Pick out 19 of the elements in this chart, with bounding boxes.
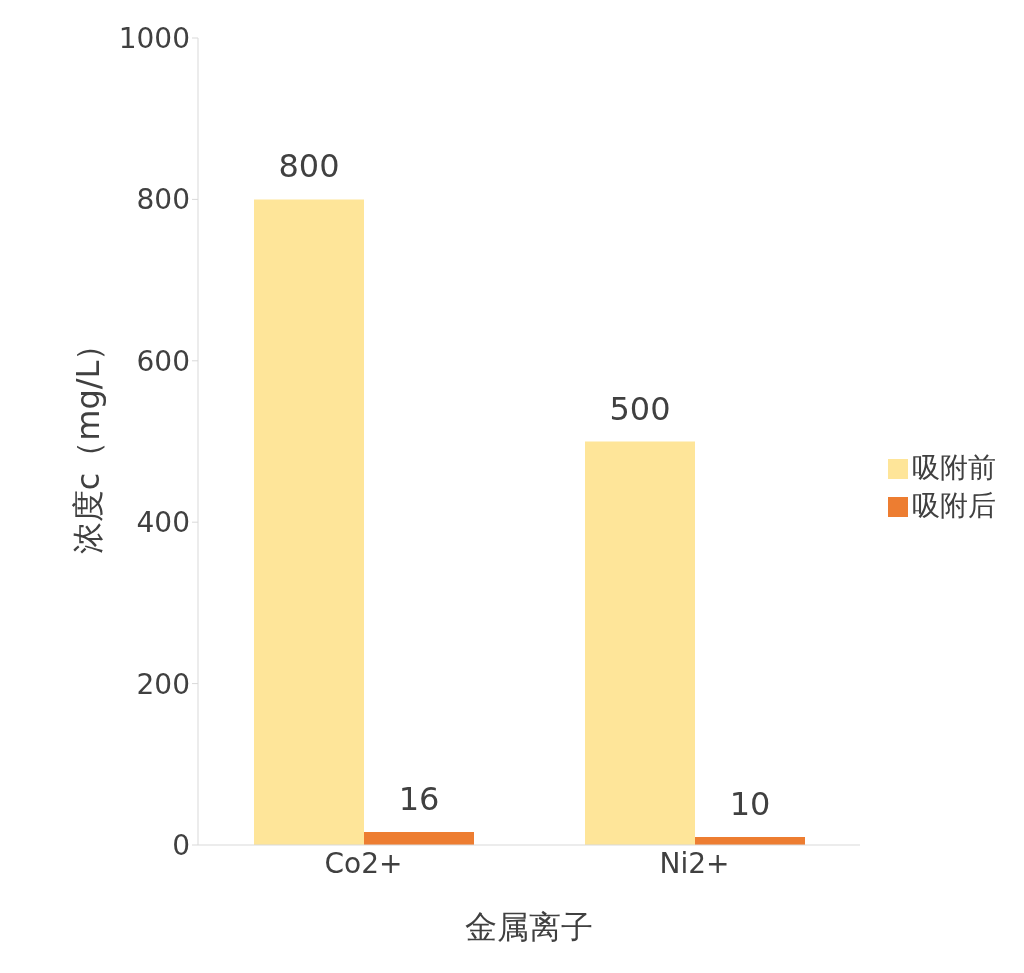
legend-label: 吸附前 (912, 450, 996, 484)
y-tick-label: 800 (136, 183, 190, 217)
bar (254, 199, 364, 845)
x-axis-title: 金属离子 (465, 907, 593, 946)
x-tick-label: Ni2+ (659, 846, 730, 880)
bar (585, 441, 695, 845)
data-label: 16 (398, 780, 440, 819)
x-tick-label: Co2+ (324, 846, 403, 880)
y-axis-title: 浓度c（mg/L） (69, 328, 108, 555)
data-label: 10 (729, 784, 771, 823)
data-label: 500 (609, 389, 671, 428)
bar (364, 832, 474, 845)
y-tick-label: 0 (172, 828, 190, 862)
y-tick-label: 200 (136, 667, 190, 701)
y-tick-label: 400 (136, 506, 190, 540)
y-tick-label: 1000 (118, 21, 190, 55)
legend-label: 吸附后 (912, 488, 996, 522)
data-label: 800 (278, 147, 340, 186)
y-tick-label: 600 (136, 344, 190, 378)
